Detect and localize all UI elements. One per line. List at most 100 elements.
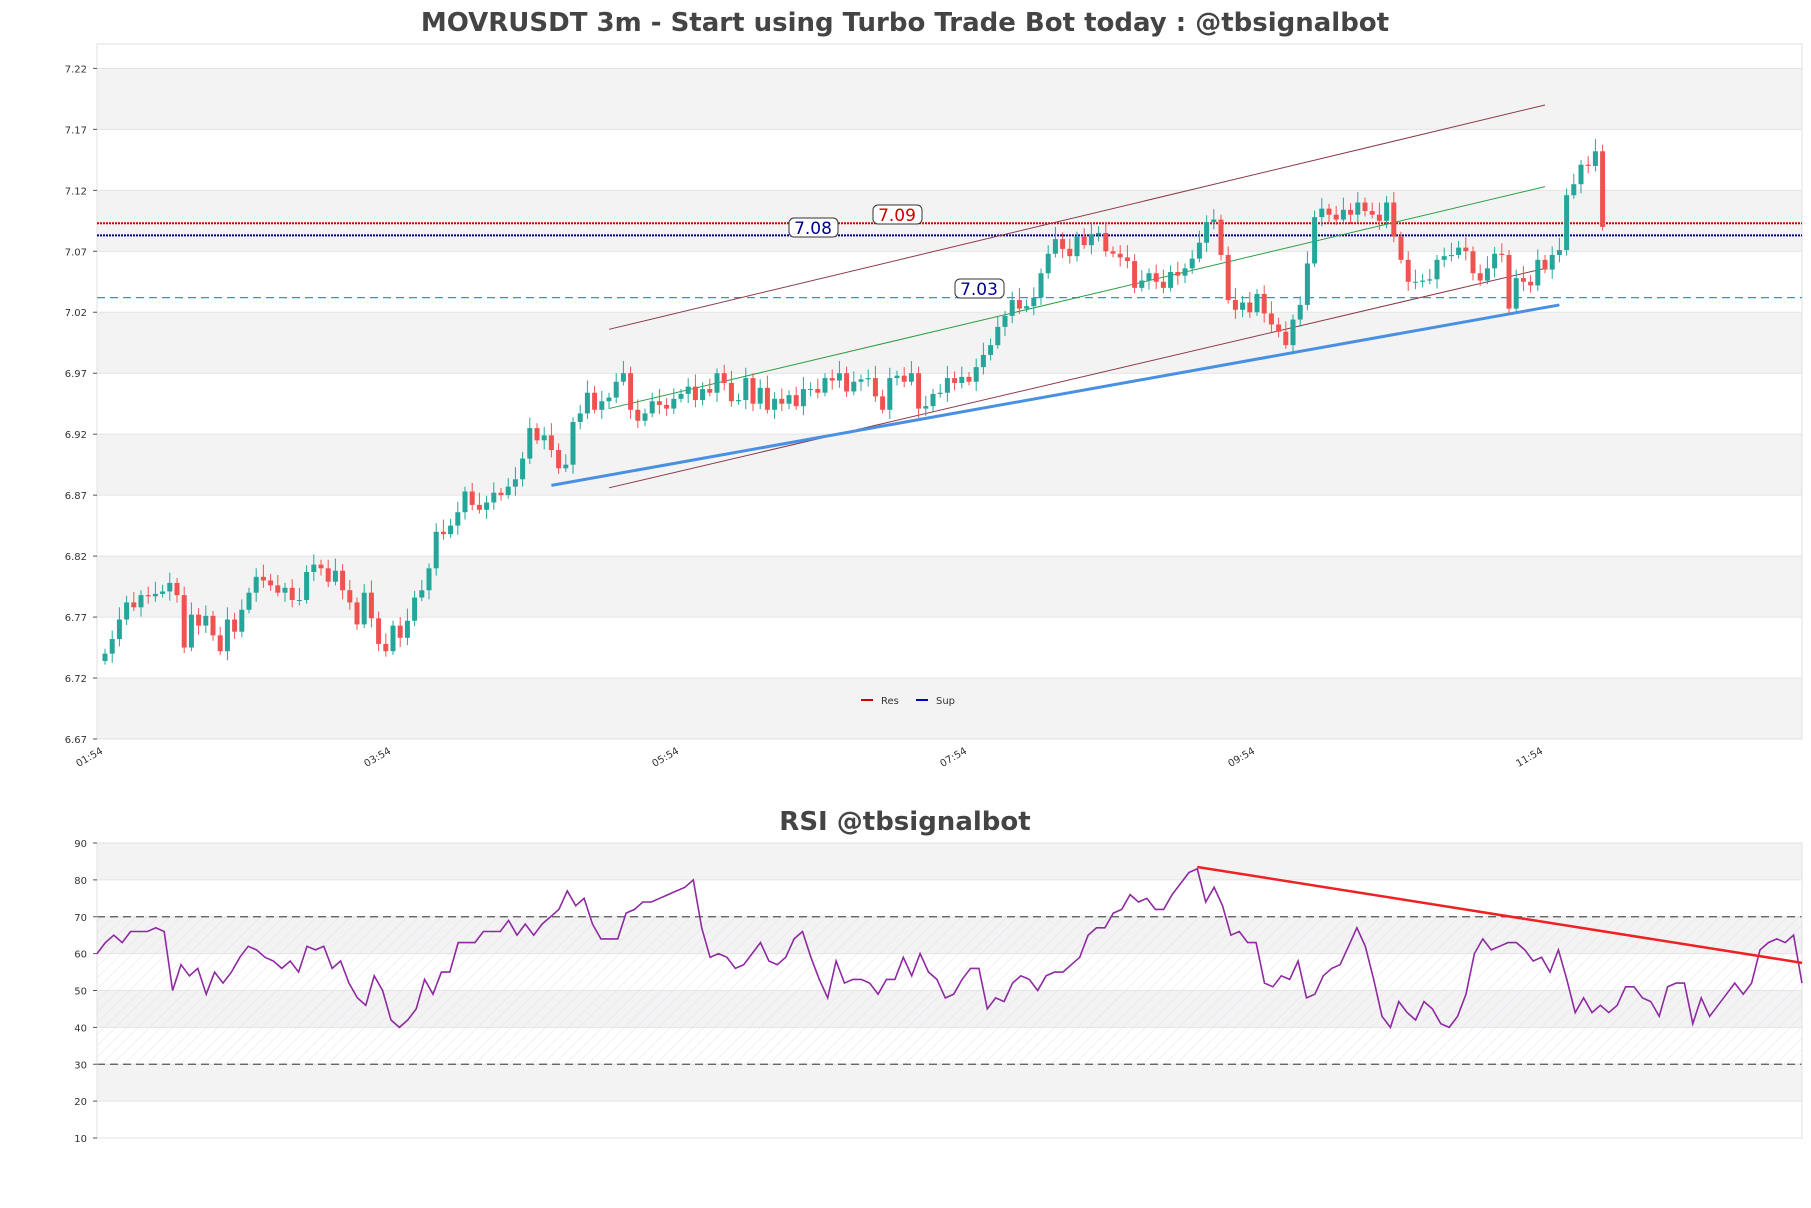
- candle-body: [844, 373, 850, 392]
- candle-body: [786, 395, 792, 404]
- candle: [354, 597, 360, 630]
- candle: [599, 390, 605, 419]
- candle: [937, 384, 943, 398]
- price-grid-band: [97, 312, 1802, 374]
- candle: [1139, 270, 1145, 292]
- candle-body: [116, 619, 122, 640]
- candle: [1369, 202, 1375, 219]
- candle-body: [952, 378, 958, 383]
- rsi-y-tick-label: 20: [74, 1097, 87, 1108]
- candle-body: [1420, 280, 1426, 282]
- candle-body: [664, 404, 670, 409]
- candle: [440, 519, 446, 540]
- rsi-y-tick-label: 90: [74, 839, 87, 850]
- candle: [1398, 231, 1404, 264]
- rsi-line: [96, 867, 1803, 1030]
- candle-body: [1103, 232, 1109, 252]
- candle: [1542, 254, 1548, 274]
- candle: [678, 389, 684, 403]
- candle-body: [995, 326, 1001, 346]
- candle-body: [304, 571, 310, 600]
- candle: [1564, 188, 1570, 256]
- candle-body: [505, 486, 511, 496]
- price-x-tick-label: 03:54: [363, 746, 393, 770]
- candle-body: [1362, 202, 1368, 212]
- candle-body: [1225, 254, 1231, 301]
- candle: [275, 575, 281, 597]
- rsi-y-tick-label: 30: [74, 1060, 87, 1071]
- candle-body: [1391, 202, 1397, 237]
- candle-body: [1175, 272, 1181, 276]
- candle: [1160, 269, 1166, 294]
- candle-body: [1333, 214, 1339, 220]
- candle: [340, 564, 346, 600]
- candle: [1168, 265, 1174, 292]
- price-grid-band: [97, 190, 1802, 252]
- candle-body: [1398, 236, 1404, 260]
- price-y-tick-label: 6.72: [65, 674, 87, 685]
- candle-body: [642, 413, 648, 421]
- candle: [160, 584, 166, 598]
- candle: [203, 605, 209, 633]
- candle: [1484, 256, 1490, 285]
- price-grid: [97, 67, 1802, 740]
- candle-body: [736, 400, 742, 402]
- candle-body: [1376, 214, 1382, 221]
- candle: [1067, 238, 1073, 264]
- candle: [1268, 301, 1274, 332]
- candle: [1499, 243, 1505, 263]
- candle-body: [592, 392, 598, 410]
- candle-body: [512, 479, 518, 487]
- candle: [138, 590, 144, 617]
- candle: [397, 617, 403, 647]
- candle-body: [354, 602, 360, 625]
- res-level-text: 7.09: [878, 206, 916, 226]
- candle: [642, 408, 648, 427]
- candle: [851, 371, 857, 396]
- candle-body: [872, 378, 878, 397]
- candle: [1218, 214, 1224, 261]
- candle: [1448, 242, 1454, 262]
- candle-body: [1240, 302, 1246, 310]
- candle-body: [944, 378, 950, 393]
- candle: [584, 380, 590, 419]
- candle-body: [1024, 306, 1030, 309]
- candle-body: [1528, 281, 1534, 286]
- candle-body: [966, 376, 972, 382]
- candle-body: [1319, 208, 1325, 218]
- candle: [980, 342, 986, 375]
- candle-body: [959, 376, 965, 383]
- candle-body: [714, 373, 720, 393]
- candle-body: [1124, 257, 1130, 262]
- candle: [289, 579, 295, 608]
- candle: [361, 584, 367, 629]
- candle: [462, 486, 468, 520]
- candle: [764, 375, 770, 414]
- candle: [196, 607, 202, 635]
- candle-body: [556, 450, 562, 469]
- candle: [1038, 268, 1044, 305]
- candle: [412, 590, 418, 627]
- candle-body: [397, 625, 403, 638]
- candle: [1434, 254, 1440, 289]
- candle-body: [1492, 253, 1498, 269]
- candle: [628, 366, 634, 419]
- rsi-y-tick-label: 10: [74, 1134, 87, 1145]
- candle: [1585, 156, 1591, 174]
- candle-body: [1276, 324, 1282, 332]
- candle: [296, 587, 302, 606]
- candle: [800, 376, 806, 416]
- candle-body: [138, 595, 144, 608]
- candle: [368, 580, 374, 628]
- candle: [779, 388, 785, 412]
- candle-series: [102, 139, 1606, 665]
- candle: [1340, 197, 1346, 224]
- rsi-y-tick-label: 70: [74, 913, 87, 924]
- price-grid-band: [97, 556, 1802, 618]
- candle: [815, 378, 821, 399]
- candle-body: [815, 389, 821, 393]
- candle-body: [1074, 236, 1080, 257]
- candle: [239, 599, 245, 638]
- candle-body: [1211, 219, 1217, 223]
